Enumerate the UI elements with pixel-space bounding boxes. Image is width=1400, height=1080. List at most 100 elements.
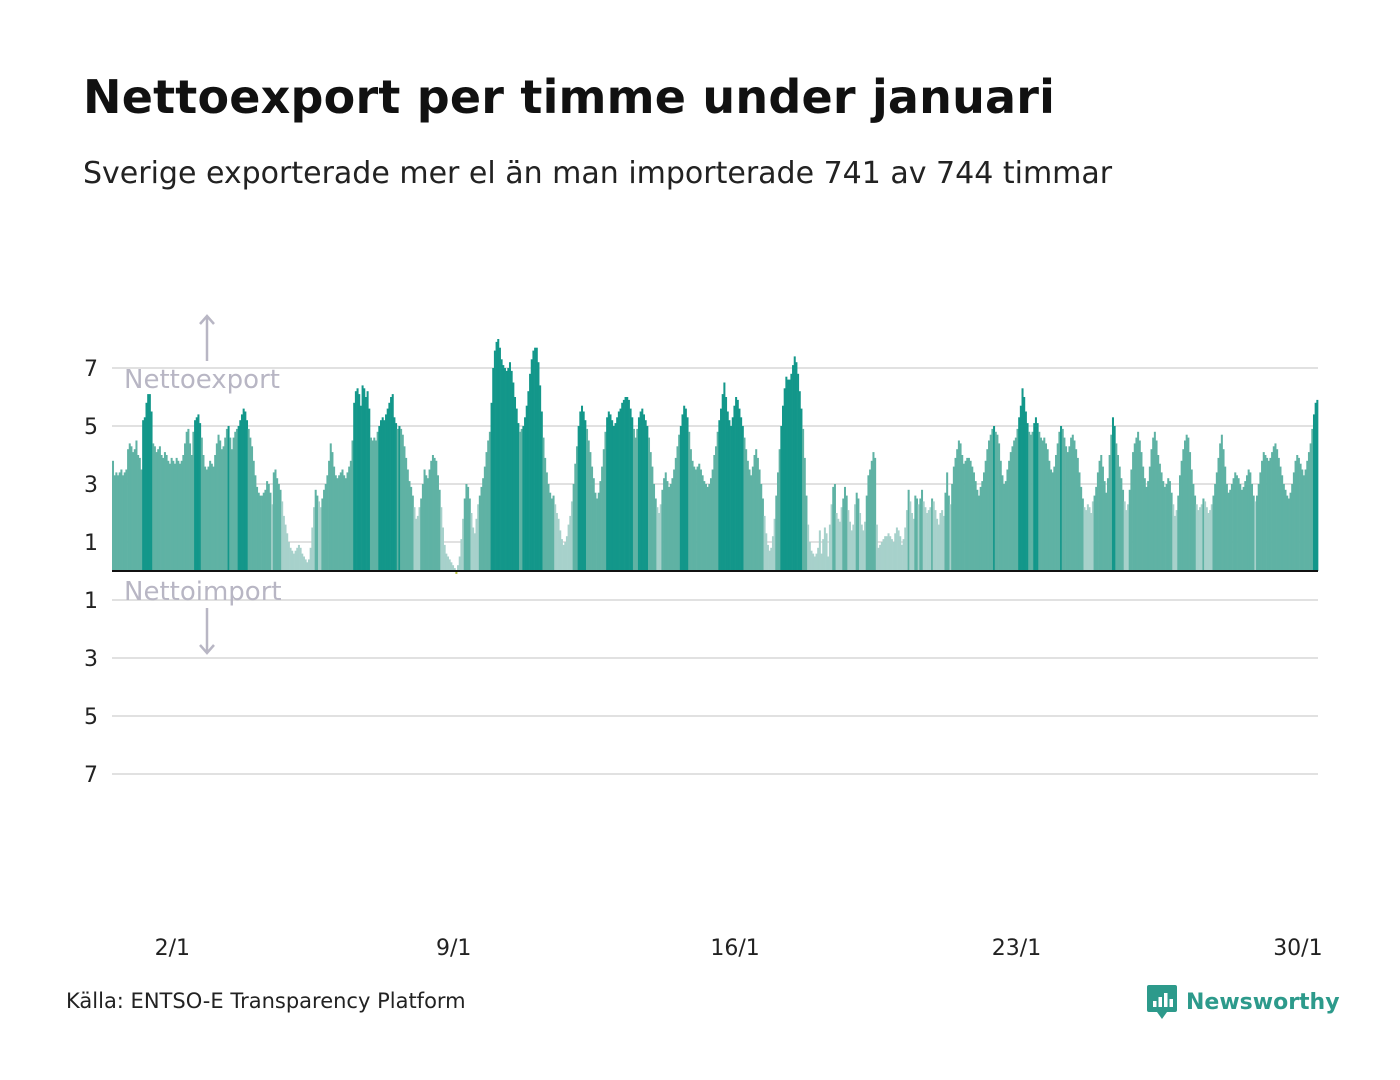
bar — [835, 513, 838, 571]
bar — [849, 521, 852, 571]
bar — [522, 426, 525, 571]
bar — [158, 446, 161, 571]
bar — [277, 484, 280, 571]
bar — [405, 457, 408, 571]
bar — [998, 443, 1001, 571]
bar — [1264, 455, 1267, 571]
bar — [185, 431, 188, 571]
bar — [1257, 484, 1260, 571]
bar — [138, 457, 141, 571]
bar — [177, 460, 180, 571]
bar — [239, 420, 242, 571]
bar — [596, 498, 599, 571]
bar — [1036, 423, 1039, 571]
bar — [187, 428, 190, 571]
bar — [699, 469, 702, 571]
bars — [112, 339, 1319, 574]
bar — [113, 475, 116, 571]
bar — [212, 466, 215, 571]
bar — [654, 498, 657, 571]
bar — [917, 504, 920, 571]
bar — [698, 463, 701, 571]
bar — [262, 492, 265, 571]
bar — [813, 556, 816, 571]
bar — [468, 498, 471, 571]
bar — [632, 428, 635, 571]
bar — [396, 428, 399, 571]
bar — [473, 533, 476, 571]
bar — [704, 484, 707, 571]
bar — [805, 495, 808, 571]
bar — [1299, 463, 1302, 571]
bar — [1316, 399, 1319, 571]
bar — [256, 486, 259, 571]
bar — [374, 440, 377, 571]
bar — [773, 518, 776, 571]
bar — [207, 466, 210, 571]
bar — [445, 553, 448, 571]
bar — [1033, 423, 1036, 571]
bar — [1070, 437, 1073, 571]
bar — [1055, 455, 1058, 571]
brand-logo[interactable]: Newsworthy — [1146, 983, 1340, 1021]
bar — [569, 515, 572, 571]
y-tick-label: 5 — [84, 705, 98, 730]
bar — [200, 437, 203, 571]
bar — [823, 527, 826, 571]
bar — [927, 510, 930, 571]
bar — [1006, 469, 1009, 571]
bar — [859, 513, 862, 571]
bar — [448, 559, 451, 571]
chart-subtitle: Sverige exporterade mer el än man import… — [83, 156, 1113, 191]
bar — [222, 446, 225, 571]
bar — [723, 382, 726, 571]
bar — [1111, 417, 1114, 571]
annotations: Nettoexport Nettoimport — [124, 314, 282, 655]
bar — [1239, 484, 1242, 571]
bar — [1197, 510, 1200, 571]
bar — [411, 495, 414, 571]
bar — [152, 443, 155, 571]
bar — [1080, 486, 1083, 571]
bar — [1272, 446, 1275, 571]
bar — [582, 411, 585, 571]
bar — [877, 547, 880, 571]
bar — [219, 440, 222, 571]
bar — [490, 402, 493, 571]
bar — [1011, 446, 1014, 571]
bar — [611, 420, 614, 571]
bar — [480, 486, 483, 571]
bar — [271, 504, 274, 571]
bar — [1304, 469, 1307, 571]
bar — [545, 472, 548, 571]
bar — [1125, 510, 1128, 571]
bar — [1004, 481, 1007, 571]
bar — [135, 440, 138, 571]
bar — [872, 452, 875, 571]
bar — [1302, 475, 1305, 571]
bar — [452, 565, 455, 571]
bar — [401, 434, 404, 571]
bar — [252, 460, 255, 571]
bar — [956, 449, 959, 571]
bar — [1297, 457, 1300, 571]
bar — [292, 553, 295, 571]
bar — [972, 472, 975, 571]
bar — [726, 411, 729, 571]
annotation-nettoimport: Nettoimport — [124, 577, 282, 607]
bar — [331, 452, 334, 571]
bar — [175, 457, 178, 571]
bar — [565, 536, 568, 571]
bar — [1276, 449, 1279, 571]
bar — [160, 455, 163, 571]
bar — [1105, 492, 1108, 571]
bar — [512, 382, 515, 571]
bar — [237, 426, 240, 571]
bar — [1083, 507, 1086, 571]
bar — [214, 455, 217, 571]
bar — [381, 417, 384, 571]
bar — [199, 423, 202, 571]
bar — [679, 426, 682, 571]
bar — [910, 513, 913, 571]
bar — [922, 501, 925, 571]
